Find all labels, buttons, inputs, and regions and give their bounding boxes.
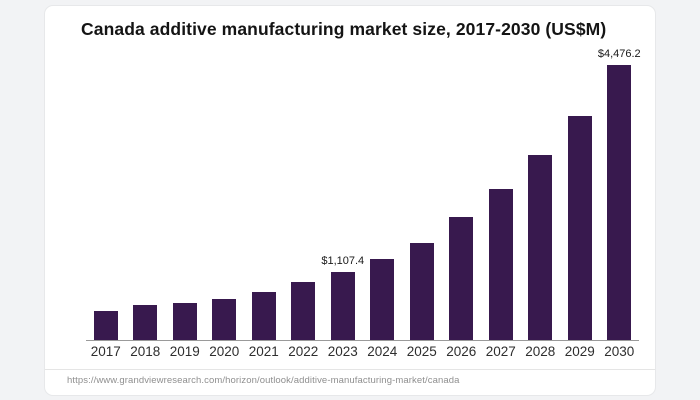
footer-divider [45, 369, 655, 370]
bar-group-2026 [442, 62, 482, 340]
x-axis-labels: 2017 2018 2019 2020 2021 2022 2023 2024 2025 2026… [86, 344, 639, 359]
source-url: https://www.grandviewresearch.com/horizo… [67, 375, 460, 386]
bar-group-2021 [244, 62, 284, 340]
bar-2023 [330, 272, 355, 340]
bar-2029 [567, 116, 592, 340]
bar-group-2019 [165, 62, 205, 340]
bar-2020 [212, 299, 237, 340]
bar-value-label-2023: $1,107.4 [321, 255, 365, 267]
x-axis-tick-label-2018: 2018 [130, 344, 161, 359]
x-axis-tick-label-2029: 2029 [564, 344, 595, 359]
x-axis-tick-label-2027: 2027 [485, 344, 516, 359]
x-axis-tick-label-2026: 2026 [446, 344, 477, 359]
x-axis-tick-label-2028: 2028 [525, 344, 556, 359]
bar-2018 [133, 305, 158, 340]
bar-2026 [449, 217, 474, 340]
bar-2021 [251, 292, 276, 340]
chart-title: Canada additive manufacturing market siz… [81, 19, 607, 39]
bar-2027 [488, 189, 513, 340]
bar-group-2020 [205, 62, 245, 340]
bar-group-2029 [560, 62, 600, 340]
bar-chart-plot-area: $1,107.4 $4,476.2 [86, 48, 641, 341]
bar-group-2017 [86, 62, 126, 340]
bar-2025 [409, 243, 434, 340]
x-axis-tick-label-2023: 2023 [327, 344, 358, 359]
bar-group-2027 [481, 62, 521, 340]
x-axis-tick-label-2024: 2024 [367, 344, 398, 359]
bar-2019 [172, 303, 197, 340]
bar-group-2018 [126, 62, 166, 340]
bar-group-2030: $4,476.2 [598, 48, 641, 340]
bar-2024 [370, 259, 395, 340]
bar-group-2025 [402, 62, 442, 340]
bar-value-label-2030: $4,476.2 [597, 48, 641, 60]
x-axis-tick-label-2020: 2020 [209, 344, 240, 359]
bar-2022 [291, 282, 316, 340]
x-axis-tick-label-2019: 2019 [169, 344, 200, 359]
x-axis-tick-label-2022: 2022 [288, 344, 319, 359]
bar-group-2028 [521, 62, 561, 340]
bar-2028 [528, 155, 553, 340]
bar-group-2022 [284, 62, 324, 340]
x-axis-tick-label-2025: 2025 [406, 344, 437, 359]
bar-2017 [93, 311, 118, 340]
x-axis-tick-label-2030: 2030 [604, 344, 635, 359]
bar-group-2023: $1,107.4 [321, 62, 365, 340]
x-axis-tick-label-2021: 2021 [248, 344, 279, 359]
bar-group-2024 [363, 62, 403, 340]
x-axis-tick-label-2017: 2017 [90, 344, 121, 359]
bar-2030 [607, 65, 632, 340]
chart-card: Canada additive manufacturing market siz… [44, 5, 656, 396]
